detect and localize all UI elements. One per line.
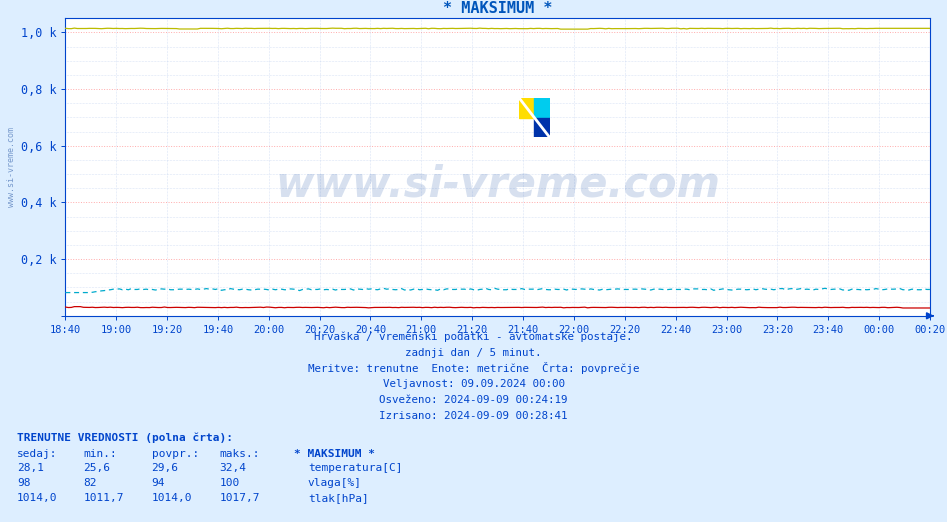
Text: zadnji dan / 5 minut.: zadnji dan / 5 minut. — [405, 348, 542, 358]
Text: * MAKSIMUM *: * MAKSIMUM * — [294, 449, 375, 459]
Text: tlak[hPa]: tlak[hPa] — [308, 493, 368, 503]
Title: * MAKSIMUM *: * MAKSIMUM * — [443, 1, 552, 16]
Text: 32,4: 32,4 — [220, 464, 247, 473]
Text: 28,1: 28,1 — [17, 464, 45, 473]
Text: 82: 82 — [83, 478, 97, 488]
Text: 100: 100 — [220, 478, 240, 488]
Text: 1014,0: 1014,0 — [152, 493, 192, 503]
Text: Izrisano: 2024-09-09 00:28:41: Izrisano: 2024-09-09 00:28:41 — [379, 411, 568, 421]
Text: min.:: min.: — [83, 449, 117, 459]
Text: 1014,0: 1014,0 — [17, 493, 58, 503]
Text: www.si-vreme.com: www.si-vreme.com — [7, 127, 16, 207]
Text: www.si-vreme.com: www.si-vreme.com — [276, 164, 720, 206]
Text: sedaj:: sedaj: — [17, 449, 58, 459]
Text: Meritve: trenutne  Enote: metrične  Črta: povprečje: Meritve: trenutne Enote: metrične Črta: … — [308, 362, 639, 374]
Text: 1011,7: 1011,7 — [83, 493, 124, 503]
Text: maks.:: maks.: — [220, 449, 260, 459]
Text: Osveženo: 2024-09-09 00:24:19: Osveženo: 2024-09-09 00:24:19 — [379, 395, 568, 405]
Text: Hrvaška / vremenski podatki - avtomatske postaje.: Hrvaška / vremenski podatki - avtomatske… — [314, 332, 633, 342]
Text: 1017,7: 1017,7 — [220, 493, 260, 503]
Text: povpr.:: povpr.: — [152, 449, 199, 459]
Text: vlaga[%]: vlaga[%] — [308, 478, 362, 488]
Text: 94: 94 — [152, 478, 165, 488]
Text: 98: 98 — [17, 478, 30, 488]
Text: 25,6: 25,6 — [83, 464, 111, 473]
Bar — [534, 98, 549, 118]
Text: temperatura[C]: temperatura[C] — [308, 464, 402, 473]
Bar — [534, 118, 549, 137]
Bar — [519, 98, 534, 118]
Text: Veljavnost: 09.09.2024 00:00: Veljavnost: 09.09.2024 00:00 — [383, 379, 564, 389]
Text: TRENUTNE VREDNOSTI (polna črta):: TRENUTNE VREDNOSTI (polna črta): — [17, 433, 233, 443]
Text: 29,6: 29,6 — [152, 464, 179, 473]
